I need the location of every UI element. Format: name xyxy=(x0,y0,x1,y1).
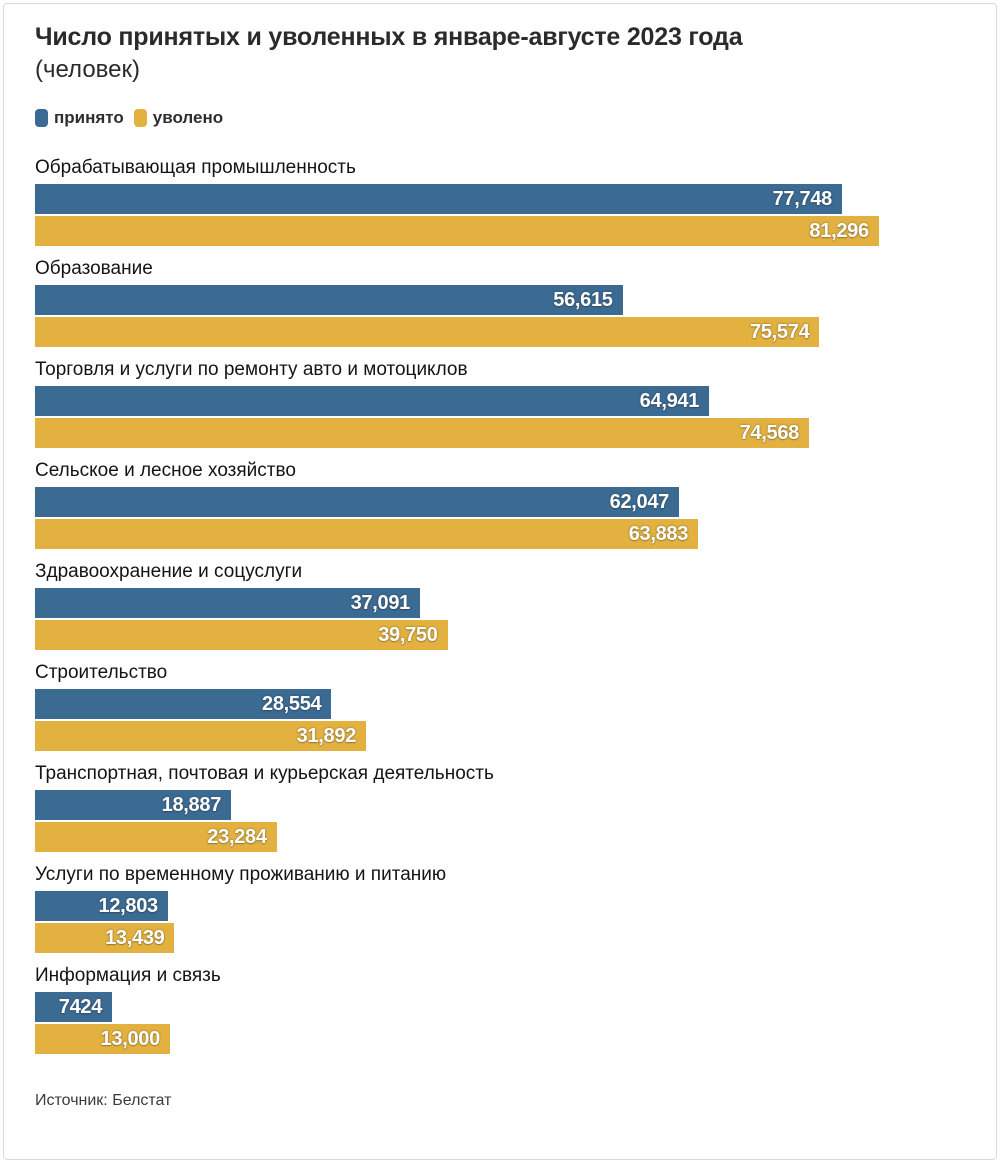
legend-swatch-fired-icon xyxy=(133,109,147,127)
bar-fired: 13,000 xyxy=(35,1024,170,1054)
bar-value-hired: 18,887 xyxy=(161,793,222,816)
bar-fired: 13,439 xyxy=(35,923,175,953)
bar-value-hired: 56,615 xyxy=(553,288,613,311)
chart-group: Информация и связь 7424 13,000 xyxy=(35,964,965,1054)
chart-group: Торговля и услуги по ремонту авто и мото… xyxy=(35,358,965,448)
bar-hired: 62,047 xyxy=(35,487,679,517)
bar-value-fired: 74,568 xyxy=(739,421,800,444)
bar-chart: Обрабатывающая промышленность 77,748 81,… xyxy=(35,156,965,1054)
bar-hired: 64,941 xyxy=(35,386,710,416)
category-label: Транспортная, почтовая и курьерская деят… xyxy=(35,763,494,784)
legend-item-hired: принято xyxy=(35,108,124,128)
bar-fired: 81,296 xyxy=(35,216,879,246)
chart-title: Число принятых и уволенных в январе-авгу… xyxy=(35,23,743,51)
bar-fired: 39,750 xyxy=(35,620,448,650)
bar-fired: 63,883 xyxy=(35,519,699,549)
category-label: Информация и связь xyxy=(35,965,221,986)
bar-hired: 12,803 xyxy=(35,891,168,921)
chart-subtitle: (человек) xyxy=(35,56,140,83)
category-label: Обрабатывающая промышленность xyxy=(35,157,356,178)
bar-value-hired: 77,748 xyxy=(772,187,833,210)
bar-value-hired: 37,091 xyxy=(350,591,411,614)
bar-value-hired: 7424 xyxy=(58,995,103,1018)
bar-fired: 23,284 xyxy=(35,822,277,852)
chart-card: Число принятых и уволенных в январе-авгу… xyxy=(3,3,997,1160)
bar-value-hired: 12,803 xyxy=(98,894,159,917)
bar-value-hired: 62,047 xyxy=(609,490,670,513)
bar-value-hired: 28,554 xyxy=(262,692,322,715)
bar-value-fired: 75,574 xyxy=(750,320,810,343)
category-label: Сельское и лесное хозяйство xyxy=(35,460,296,481)
legend-label-fired: уволено xyxy=(152,108,224,127)
bar-fired: 74,568 xyxy=(35,418,809,448)
bar-hired: 7424 xyxy=(35,992,113,1022)
bar-hired: 37,091 xyxy=(35,588,420,618)
chart-content: Число принятых и уволенных в январе-авгу… xyxy=(4,4,996,1130)
bar-value-fired: 63,883 xyxy=(628,522,689,545)
bar-value-fired: 23,284 xyxy=(207,825,267,848)
category-label: Здравоохранение и соцуслуги xyxy=(35,561,303,582)
bar-value-fired: 13,439 xyxy=(105,926,165,949)
bar-value-fired: 39,750 xyxy=(378,623,438,646)
legend-item-fired: уволено xyxy=(133,108,224,128)
source-note: Источник: Белстат xyxy=(35,1092,172,1109)
bar-fired: 31,892 xyxy=(35,721,367,751)
legend-label-hired: принято xyxy=(54,108,124,127)
chart-group: Услуги по временному проживанию и питани… xyxy=(35,863,965,953)
chart-group: Здравоохранение и соцуслуги 37,091 39,75… xyxy=(35,560,965,650)
bar-hired: 28,554 xyxy=(35,689,332,719)
legend-swatch-hired-icon xyxy=(35,109,48,127)
bar-hired: 18,887 xyxy=(35,790,232,820)
category-label: Образование xyxy=(35,258,153,279)
bar-value-hired: 64,941 xyxy=(639,389,700,412)
chart-group: Сельское и лесное хозяйство 62,047 63,88… xyxy=(35,459,965,549)
category-label: Строительство xyxy=(35,662,168,683)
bar-value-fired: 13,000 xyxy=(100,1027,161,1050)
bar-value-fired: 31,892 xyxy=(296,724,357,747)
legend: принято уволено xyxy=(35,108,965,128)
bar-hired: 77,748 xyxy=(35,184,842,214)
chart-group: Образование 56,615 75,574 xyxy=(35,257,965,347)
bar-fired: 75,574 xyxy=(35,317,820,347)
chart-group: Строительство 28,554 31,892 xyxy=(35,661,965,751)
bar-value-fired: 81,296 xyxy=(809,219,869,242)
category-label: Услуги по временному проживанию и питани… xyxy=(35,864,447,885)
bar-hired: 56,615 xyxy=(35,285,623,315)
category-label: Торговля и услуги по ремонту авто и мото… xyxy=(35,359,468,380)
chart-group: Обрабатывающая промышленность 77,748 81,… xyxy=(35,156,965,246)
chart-group: Транспортная, почтовая и курьерская деят… xyxy=(35,762,965,852)
